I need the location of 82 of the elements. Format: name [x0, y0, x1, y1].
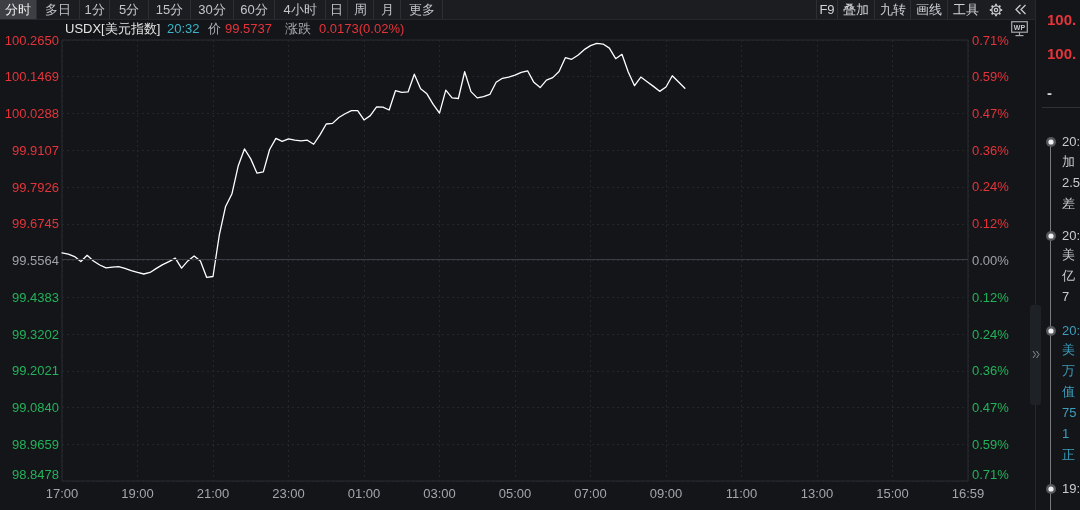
x-tick-label: 17:00 — [45, 486, 79, 501]
y2-tick-label: 0.59% — [972, 69, 1010, 85]
text: 20: — [1062, 133, 1080, 151]
y2-tick-label: 0.36% — [972, 142, 1010, 158]
text: 60分 — [234, 0, 275, 19]
text: 99.5737 — [225, 20, 272, 37]
y-tick-label: 98.9659 — [12, 436, 59, 452]
y-tick-label: 99.3202 — [12, 326, 59, 342]
y2-tick-label: 0.47% — [972, 106, 1010, 122]
chart-title: USDX[美元指数] — [65, 20, 161, 37]
text: 30分 — [191, 0, 234, 19]
x-tick-label: 09:00 — [649, 486, 683, 501]
x-tick-label: 01:00 — [347, 486, 381, 501]
text: 2.5 — [1062, 174, 1080, 192]
text: 画线 — [910, 0, 947, 19]
text: 月 — [374, 0, 401, 19]
text: F9 — [816, 0, 837, 19]
line-series — [61, 42, 686, 279]
text: - — [1047, 84, 1052, 102]
text: 1分 — [80, 0, 110, 19]
text: 20: — [1062, 227, 1080, 245]
text: 19: — [1062, 480, 1080, 498]
text: 亿 — [1062, 267, 1075, 285]
text: 75 — [1062, 404, 1077, 422]
y3-tick-label: 0.59% — [972, 436, 1010, 452]
y2-tick-label: 0.12% — [972, 216, 1010, 232]
y-tick-label: 99.7926 — [12, 179, 59, 195]
x-tick-label: 11:00 — [725, 486, 758, 501]
text: 分时 — [0, 0, 37, 19]
y-tick-label: 99.2021 — [12, 363, 59, 379]
x-tick-label: 05:00 — [498, 486, 532, 501]
text: 更多 — [401, 0, 443, 19]
y-tick-label: 100.2650 — [4, 32, 59, 48]
text: 100. — [1047, 45, 1077, 63]
y2-tick-label: 0.71% — [972, 32, 1010, 48]
y-tick-label: 99.4383 — [12, 289, 59, 305]
text: 万 — [1062, 362, 1075, 380]
y-tick-label: 100.0288 — [4, 106, 59, 121]
y2-tick-label: 0.00% — [972, 253, 1010, 268]
text: 价 — [208, 20, 221, 37]
text: 日 — [326, 0, 348, 19]
text: 九转 — [874, 0, 910, 19]
text: 4小时 — [275, 0, 326, 19]
y2-tick-label: 0.24% — [972, 179, 1010, 195]
y3-tick-label: 0.36% — [972, 363, 1010, 379]
x-tick-label: 23:00 — [272, 486, 305, 501]
text: 20:32 — [167, 20, 200, 37]
text: 加 — [1062, 153, 1075, 171]
x-tick-label: 03:00 — [423, 486, 456, 501]
y-tick-label: 100.1469 — [4, 69, 59, 85]
text: 0.0173(0.02%) — [319, 20, 405, 37]
text: 7 — [1062, 288, 1070, 306]
y-tick-label: 99.6745 — [12, 216, 59, 232]
text: 美 — [1062, 246, 1075, 264]
text: 叠加 — [837, 0, 874, 19]
y3-tick-label: 0.24% — [972, 326, 1010, 342]
y3-tick-label: 0.47% — [972, 399, 1010, 415]
x-tick-label: 13:00 — [800, 486, 834, 501]
y3-tick-label: 0.12% — [972, 289, 1010, 305]
text: 值 — [1062, 383, 1075, 401]
text: 20: — [1062, 322, 1080, 340]
x-tick-label: 16:59 — [951, 486, 985, 501]
x-tick-label: 07:00 — [574, 486, 607, 501]
text: 周 — [348, 0, 374, 19]
text: 5分 — [110, 0, 149, 19]
text: 正 — [1062, 446, 1075, 464]
text: 15分 — [149, 0, 191, 19]
y-tick-label: 99.0840 — [12, 400, 59, 415]
text: 美 — [1062, 341, 1075, 359]
text: 100. — [1047, 11, 1077, 29]
x-tick-label: 19:00 — [121, 486, 154, 501]
text: 多日 — [37, 0, 80, 19]
text: 差 — [1062, 195, 1075, 213]
text: 1 — [1062, 425, 1070, 443]
y-tick-label: 99.9107 — [12, 142, 59, 158]
y-tick-label: 99.5564 — [12, 253, 59, 268]
text: 工具 — [947, 0, 983, 19]
x-tick-label: 15:00 — [876, 486, 909, 501]
text: 涨跌 — [285, 20, 311, 37]
x-tick-label: 21:00 — [196, 486, 230, 501]
y3-tick-label: 0.71% — [972, 467, 1010, 482]
y-tick-label: 98.8478 — [12, 467, 59, 482]
